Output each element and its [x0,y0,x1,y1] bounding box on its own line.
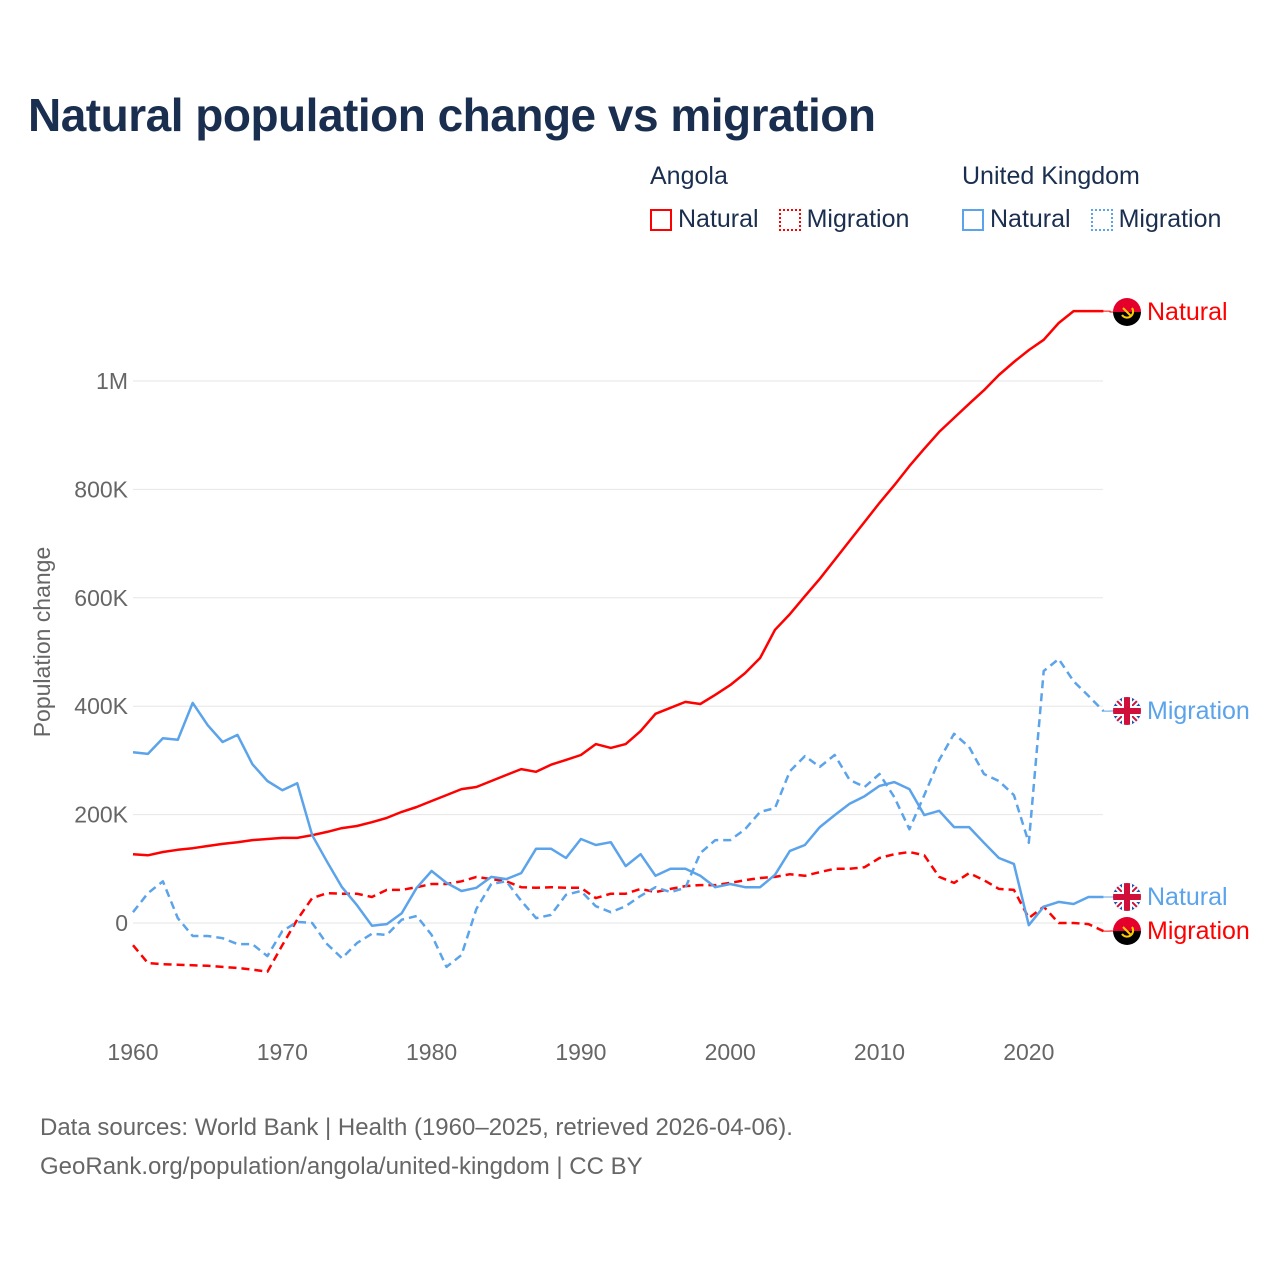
source-link[interactable]: GeoRank.org/population/angola/united-kin… [40,1153,643,1180]
angola-flag-icon [1113,917,1141,945]
end-label-angola-natural: Natural [1147,298,1228,326]
x-tick-label: 2020 [1003,1039,1054,1065]
legend-uk-items: Natural Migration [962,205,1221,234]
y-tick-label: 1M [96,368,128,394]
y-tick-label: 600K [74,585,128,611]
legend-item-uk-natural[interactable]: Natural [962,205,1071,234]
dotted-swatch-icon [778,208,801,231]
source-note: Data sources: World Bank | Health (1960–… [40,1114,793,1141]
y-tick-label: 400K [74,693,128,719]
y-tick-label: 0 [115,910,128,936]
x-tick-label: 1990 [555,1039,606,1065]
dotted-swatch-icon [1090,208,1113,231]
series-line-angola-natural [132,309,1104,857]
x-tick-label: 1970 [257,1039,308,1065]
y-tick-label: 800K [74,476,128,502]
solid-swatch-icon [962,208,984,231]
end-label-uk-natural: Natural [1147,883,1228,911]
y-tick-label: 200K [74,802,128,828]
uk-flag-icon [1113,883,1141,911]
series-line-angola-migration [132,850,1104,974]
series-line-united-kingdom-natural [132,701,1104,927]
legend-label: Natural [990,205,1071,233]
uk-flag-icon [1113,697,1141,725]
series-line-united-kingdom-migration [132,657,1105,969]
legend-group-angola: Angola [650,162,728,190]
legend-label: Natural [678,205,759,233]
legend-label: Migration [1118,205,1222,233]
x-tick-label: 1960 [107,1039,158,1065]
end-label-angola-migration: Migration [1147,917,1250,945]
legend-label: Migration [806,205,910,233]
solid-swatch-icon [650,208,672,231]
legend-item-angola-natural[interactable]: Natural [650,205,759,234]
x-tick-label: 2000 [705,1039,756,1065]
end-label-uk-migration: Migration [1147,697,1250,725]
legend-item-uk-migration[interactable]: Migration [1090,205,1222,234]
y-axis-label: Population change [29,547,55,738]
angola-flag-icon [1113,298,1141,326]
x-tick-label: 1980 [406,1039,457,1065]
x-tick-label: 2010 [854,1039,905,1065]
legend-group-uk: United Kingdom [962,162,1140,190]
legend-angola-items: Natural Migration [650,205,909,234]
footer: Data sources: World Bank | Health (1960–… [40,1108,793,1186]
chart-title: Natural population change vs migration [28,89,876,141]
legend-item-angola-migration[interactable]: Migration [778,205,910,234]
